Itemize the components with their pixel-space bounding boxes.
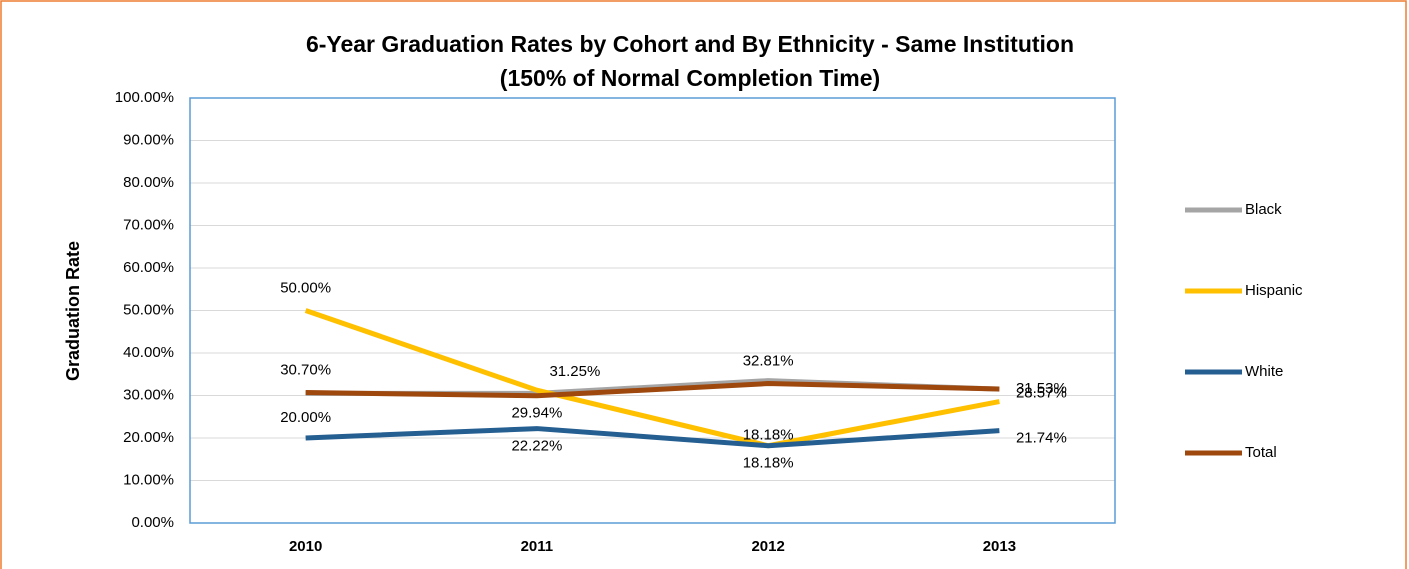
plot-border xyxy=(189,97,1116,524)
data-label: 30.70% xyxy=(280,361,331,378)
data-label: 31.25% xyxy=(549,363,600,380)
data-label: 50.00% xyxy=(280,279,331,296)
x-tick-label: 2012 xyxy=(751,538,784,555)
y-tick-label: 80.00% xyxy=(123,174,174,191)
x-tick-label: 2010 xyxy=(289,538,322,555)
chart-title: 6-Year Graduation Rates by Cohort and By… xyxy=(306,31,1074,57)
data-label: 32.81% xyxy=(743,353,794,370)
data-label: 29.94% xyxy=(511,405,562,422)
y-tick-label: 70.00% xyxy=(123,216,174,233)
data-label: 22.22% xyxy=(511,438,562,455)
data-label: 21.74% xyxy=(1016,430,1067,447)
y-axis-label: Graduation Rate xyxy=(63,241,83,381)
chart-subtitle: (150% of Normal Completion Time) xyxy=(500,65,880,91)
y-tick-label: 10.00% xyxy=(123,471,174,488)
x-tick-label: 2011 xyxy=(521,538,554,555)
legend-label: Hispanic xyxy=(1245,282,1303,299)
series-line xyxy=(305,381,1000,399)
y-tick-label: 60.00% xyxy=(123,259,174,276)
legend-label: Total xyxy=(1245,444,1277,461)
data-label: 20.00% xyxy=(280,409,331,426)
data-label: 18.18% xyxy=(743,427,794,444)
x-tick-label: 2013 xyxy=(983,538,1016,555)
series-line xyxy=(304,308,1000,449)
y-tick-label: 100.00% xyxy=(115,89,174,106)
y-tick-label: 0.00% xyxy=(131,514,174,531)
y-tick-label: 20.00% xyxy=(123,429,174,446)
series-line xyxy=(305,426,1000,449)
y-tick-label: 40.00% xyxy=(123,344,174,361)
data-label: 18.18% xyxy=(743,455,794,472)
y-tick-label: 30.00% xyxy=(123,386,174,403)
y-tick-label: 50.00% xyxy=(123,301,174,318)
legend-label: Black xyxy=(1245,201,1282,218)
legend-label: White xyxy=(1245,363,1283,380)
data-label: 31.53% xyxy=(1016,380,1067,397)
data-label: 28.57% xyxy=(1016,385,1067,402)
y-tick-label: 90.00% xyxy=(123,131,174,148)
